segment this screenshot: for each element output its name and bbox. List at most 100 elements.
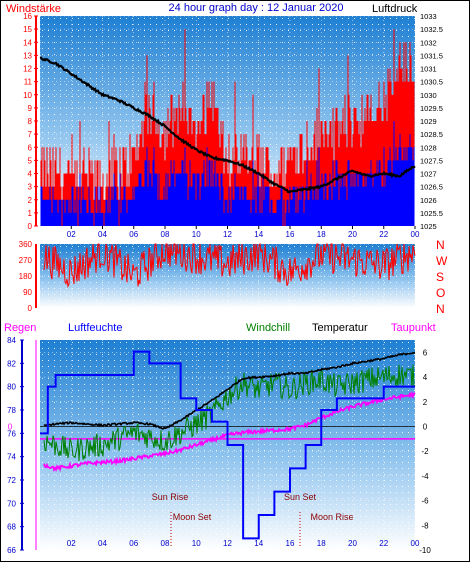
pressure-tick-label: 1031 <box>420 65 437 74</box>
wind-tick-label: 0 <box>28 222 33 231</box>
direction-tick-label: 0 <box>28 304 33 313</box>
wind-tick-label: 15 <box>23 25 32 34</box>
wind-tick-label: 12 <box>23 65 32 74</box>
wind-tick-label: 4 <box>28 170 33 179</box>
temp-x-tick-label: 06 <box>129 539 138 548</box>
wind-tick-label: 10 <box>23 91 32 100</box>
temperature-line <box>43 351 416 430</box>
humidity-tick-label: 72 <box>7 476 16 485</box>
sun-rise-label: Sun Rise <box>152 492 189 502</box>
temp-tick-label: 6 <box>423 348 428 357</box>
wind-tick-label: 2 <box>28 196 33 205</box>
temp-tick-label: -6 <box>421 497 429 506</box>
luftdruck-label: Luftdruck <box>372 3 418 15</box>
windchill-line <box>43 364 416 462</box>
temp-tick-label: 2 <box>423 398 428 407</box>
temp-tick-label: -8 <box>421 521 429 530</box>
temp-tick-label: -4 <box>421 472 429 481</box>
humidity-tick-label: 68 <box>7 523 16 532</box>
wind-tick-label: 8 <box>28 117 33 126</box>
pressure-line <box>39 56 416 194</box>
wind-tick-label: 13 <box>23 51 32 60</box>
temperatur-label: Temperatur <box>312 322 368 334</box>
temp-x-tick-label: 16 <box>286 539 295 548</box>
temp-x-tick-label: 10 <box>192 539 201 548</box>
wind-tick-label: 1 <box>28 209 33 218</box>
dir-letter-n2: N <box>436 302 445 316</box>
pressure-tick-label: 1032 <box>420 38 437 47</box>
wind-x-tick-label: 00 <box>411 230 420 239</box>
wind-x-tick-label: 04 <box>98 230 107 239</box>
dir-letter-s: S <box>436 270 444 284</box>
temp-x-tick-label: 22 <box>379 539 388 548</box>
temp-x-tick-label: 08 <box>161 539 170 548</box>
wind-tick-label: 14 <box>23 38 32 47</box>
pressure-tick-label: 1030 <box>420 91 437 100</box>
wind-tick-label: 5 <box>28 156 33 165</box>
temp-x-tick-label: 20 <box>348 539 357 548</box>
temp-tick-label: -2 <box>421 447 429 456</box>
taupunkt-label: Taupunkt <box>391 322 436 334</box>
direction-tick-label: 180 <box>19 272 33 281</box>
humidity-tick-label: 82 <box>7 359 16 368</box>
direction-tick-label: 90 <box>23 288 32 297</box>
temp-tick-label: 4 <box>423 373 428 382</box>
wind-x-tick-label: 12 <box>223 230 232 239</box>
dewpoint-line <box>43 391 416 473</box>
humidity-tick-label: 66 <box>7 546 16 555</box>
temp-tick-label: 0 <box>423 422 428 431</box>
temp-x-tick-label: 18 <box>317 539 326 548</box>
pressure-tick-label: 1030.5 <box>420 78 443 87</box>
humidity-tick-label: 84 <box>7 336 16 345</box>
moon-rise-label: Moon Rise <box>310 512 353 522</box>
pressure-tick-label: 1027 <box>420 170 437 179</box>
pressure-tick-label: 1028.5 <box>420 130 443 139</box>
pressure-tick-label: 1033 <box>420 12 437 21</box>
wind-x-tick-label: 10 <box>192 230 201 239</box>
humidity-tick-label: 76 <box>7 429 16 438</box>
regen-label: Regen <box>4 322 36 334</box>
temp-tick-label: -10 <box>419 546 431 555</box>
wind-x-tick-label: 16 <box>286 230 295 239</box>
pressure-tick-label: 1028 <box>420 143 437 152</box>
wind-tick-label: 7 <box>28 130 33 139</box>
pressure-tick-label: 1031.5 <box>420 51 443 60</box>
pressure-tick-label: 1032.5 <box>420 25 443 34</box>
temp-x-tick-label: 12 <box>223 539 232 548</box>
sun-set-label: Sun Set <box>284 492 317 502</box>
humidity-tick-label: 80 <box>7 383 16 392</box>
dir-letter-w: W <box>436 254 448 268</box>
wind-x-tick-label: 14 <box>254 230 263 239</box>
wind-x-tick-label: 08 <box>161 230 170 239</box>
humidity-line <box>40 350 415 540</box>
pressure-tick-label: 1025.5 <box>420 209 443 218</box>
pressure-tick-label: 1027.5 <box>420 156 443 165</box>
windchill-label: Windchill <box>246 322 290 334</box>
direction-line <box>43 242 416 289</box>
direction-tick-label: 360 <box>19 240 33 249</box>
wind-x-tick-label: 18 <box>317 230 326 239</box>
wind-tick-label: 6 <box>28 143 33 152</box>
windstaerke-label: Windstärke <box>6 3 61 15</box>
wind-tick-label: 3 <box>28 183 33 192</box>
humidity-tick-label: 74 <box>7 453 16 462</box>
wind-x-tick-label: 22 <box>379 230 388 239</box>
rain-tick-label: 0 <box>8 422 13 431</box>
pressure-tick-label: 1029.5 <box>420 104 443 113</box>
chart-title: 24 hour graph day : 12 Januar 2020 <box>169 2 344 14</box>
wind-direction-letters: N W S O N <box>436 238 448 316</box>
wind-x-tick-label: 06 <box>129 230 138 239</box>
wind-tick-label: 16 <box>23 12 32 21</box>
pressure-tick-label: 1025 <box>420 222 437 231</box>
temp-x-tick-label: 02 <box>67 539 76 548</box>
direction-tick-label: 270 <box>19 256 33 265</box>
dir-letter-n1: N <box>436 238 445 252</box>
temp-x-tick-label: 04 <box>98 539 107 548</box>
pressure-tick-label: 1026.5 <box>420 183 443 192</box>
humidity-tick-label: 78 <box>7 406 16 415</box>
temp-x-tick-label: 00 <box>411 539 420 548</box>
dir-letter-o: O <box>436 286 445 300</box>
wind-x-tick-label: 02 <box>67 230 76 239</box>
luftfeuchte-label: Luftfeuchte <box>68 322 122 334</box>
